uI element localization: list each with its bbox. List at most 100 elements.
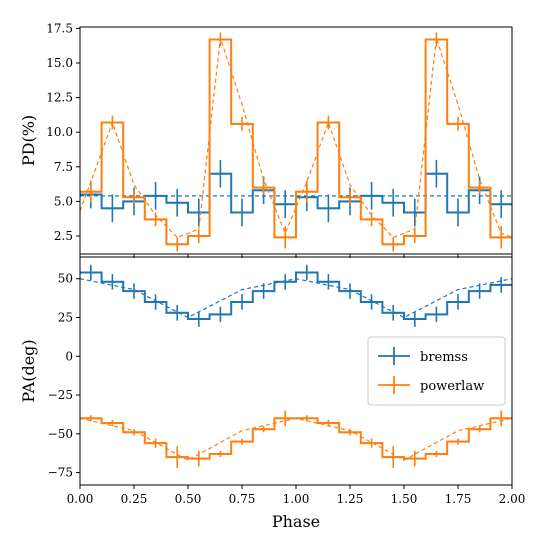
xtick-label: 1.00: [283, 492, 310, 506]
point-powerlaw-pa: [404, 450, 426, 467]
pd-panel: 2.5 5.0 7.5 10.0 12.5 15.0 17.5 PD(%): [19, 21, 513, 258]
ytick-label-pd: 12.5: [46, 91, 73, 105]
point-powerlaw-pa: [360, 438, 383, 448]
point-powerlaw-pd: [468, 180, 491, 195]
point-powerlaw-pd: [80, 180, 102, 203]
legend-box: [367, 336, 506, 406]
point-powerlaw-pd: [447, 116, 469, 131]
point-powerlaw-pa: [166, 446, 188, 468]
point-bremss-pa: [360, 294, 383, 310]
legend: bremss powerlaw: [367, 336, 506, 406]
series-bremss: [79, 264, 513, 327]
xtick-label: 1.50: [391, 492, 418, 506]
point-powerlaw-pa: [144, 438, 167, 448]
ylabel-pd: PD(%): [19, 115, 38, 166]
point-bremss-pd: [425, 159, 448, 188]
point-powerlaw-pa: [382, 446, 404, 468]
point-powerlaw-pa: [490, 410, 512, 427]
xtick-label: 1.25: [337, 492, 364, 506]
point-bremss-pa: [209, 306, 232, 323]
point-bremss-pa: [80, 264, 102, 281]
point-bremss-pd: [274, 190, 296, 219]
point-bremss-pd: [360, 182, 383, 210]
point-powerlaw-pd: [274, 226, 296, 249]
point-bremss-pa: [339, 283, 361, 299]
ytick-label-pd: 17.5: [46, 21, 73, 35]
point-bremss-pd: [447, 198, 469, 227]
point-powerlaw-pd: [166, 237, 188, 252]
point-powerlaw-pd: [101, 115, 124, 130]
point-bremss-pa: [317, 274, 340, 290]
point-powerlaw-pd: [490, 226, 512, 249]
point-powerlaw-pa: [468, 426, 491, 433]
point-bremss-pa: [382, 305, 404, 321]
point-bremss-pd: [231, 198, 253, 227]
point-bremss-pd: [188, 198, 210, 227]
ytick-label-pa: 25: [58, 310, 73, 324]
legend-label: powerlaw: [420, 379, 484, 394]
ytick-label-pa: −25: [48, 388, 73, 402]
ytick-label-pa: 0: [65, 349, 73, 363]
point-powerlaw-pd: [231, 116, 253, 131]
legend-entry-powerlaw: powerlaw: [378, 376, 484, 394]
point-bremss-pa: [188, 311, 210, 327]
point-powerlaw-pd: [188, 229, 210, 243]
model-powerlaw-pd: [79, 37, 513, 239]
point-powerlaw-pd: [252, 180, 275, 195]
ytick-label-pa: −75: [48, 466, 73, 480]
ytick-label-pa: 50: [58, 272, 73, 286]
series-powerlaw: [79, 410, 513, 468]
point-bremss-pa: [404, 311, 426, 327]
xtick-label: 0.50: [175, 492, 202, 506]
ytick-label-pd: 5.0: [54, 194, 73, 208]
xtick-label: 0.00: [67, 492, 94, 506]
xtick-label: 1.75: [445, 492, 472, 506]
point-bremss-pd: [144, 182, 167, 210]
ytick-label-pa: −50: [48, 427, 73, 441]
series-powerlaw: [79, 32, 513, 252]
point-bremss-pa: [468, 283, 491, 299]
point-powerlaw-pa: [252, 426, 275, 433]
point-powerlaw-pd: [404, 229, 426, 243]
model-bremss-pa: [79, 278, 513, 319]
point-bremss-pd: [209, 159, 232, 188]
point-bremss-pa: [144, 294, 167, 310]
point-powerlaw-pd: [209, 32, 232, 47]
legend-label: bremss: [420, 350, 468, 365]
point-powerlaw-pa: [80, 415, 102, 422]
point-bremss-pa: [231, 294, 253, 310]
point-powerlaw-pd: [123, 190, 145, 205]
point-powerlaw-pa: [317, 419, 340, 427]
legend-entry-bremss: bremss: [378, 347, 468, 365]
point-powerlaw-pd: [317, 115, 340, 130]
point-powerlaw-pa: [123, 429, 145, 436]
point-bremss-pa: [490, 277, 512, 293]
xtick-label: 0.25: [121, 492, 148, 506]
point-powerlaw-pa: [447, 438, 469, 445]
point-powerlaw-pa: [101, 419, 124, 427]
point-bremss-pa: [296, 264, 318, 281]
xtick-label: 2.00: [499, 492, 526, 506]
point-bremss-pa: [447, 294, 469, 310]
point-powerlaw-pd: [296, 180, 318, 203]
ytick-label-pd: 2.5: [54, 229, 73, 243]
point-bremss-pd: [490, 190, 512, 219]
step-powerlaw-pa: [80, 417, 512, 460]
point-powerlaw-pa: [209, 450, 232, 458]
ytick-label-pd: 10.0: [46, 125, 73, 139]
point-bremss-pd: [404, 198, 426, 227]
point-powerlaw-pa: [188, 450, 210, 467]
point-powerlaw-pa: [231, 438, 253, 445]
ylabel-pa: PA(deg): [19, 339, 38, 402]
point-powerlaw-pd: [382, 237, 404, 252]
point-bremss-pa: [425, 306, 448, 323]
point-powerlaw-pd: [144, 212, 167, 227]
ytick-label-pd: 15.0: [46, 56, 73, 70]
xtick-label: 0.75: [229, 492, 256, 506]
point-powerlaw-pa: [296, 415, 318, 422]
ytick-label-pd: 7.5: [54, 160, 73, 174]
point-bremss-pa: [166, 305, 188, 321]
point-powerlaw-pd: [425, 32, 448, 47]
point-powerlaw-pd: [360, 212, 383, 227]
